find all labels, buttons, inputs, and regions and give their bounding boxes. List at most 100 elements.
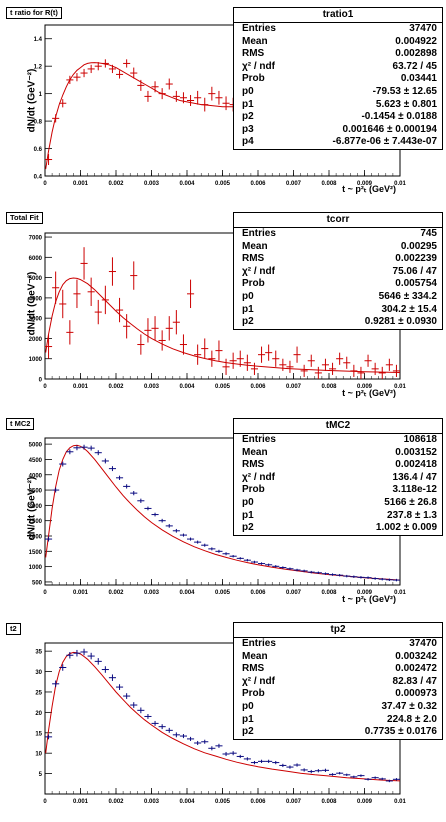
data-point (66, 75, 74, 85)
data-point (87, 652, 95, 660)
x-tick-label: 0.004 (179, 590, 195, 596)
y-tick-label: 15 (35, 731, 42, 737)
data-point (108, 466, 116, 472)
x-tick-label: 0.008 (321, 799, 337, 805)
stats-key: Entries (242, 638, 276, 649)
data-point (378, 366, 386, 379)
data-point (279, 566, 287, 569)
stats-value: 5646 ± 334.2 (378, 290, 437, 302)
y-tick-label: 3500 (29, 489, 43, 495)
data-point (250, 760, 258, 765)
stats-value: 37470 (409, 23, 437, 34)
x-tick-label: 0.008 (321, 590, 337, 596)
stats-row: Prob 0.000973 (234, 688, 442, 701)
stats-row: Prob 0.005754 (234, 278, 442, 291)
data-point (45, 334, 53, 359)
x-tick-label: 0.009 (357, 590, 373, 596)
stats-key: p1 (242, 98, 254, 110)
data-point (385, 578, 393, 582)
stats-key: p1 (242, 303, 254, 315)
data-point (179, 734, 187, 739)
data-point (258, 346, 266, 363)
data-point (194, 740, 202, 746)
x-tick-label: 0.006 (250, 799, 266, 805)
stats-row: Entries 37470 (234, 23, 442, 36)
data-point (179, 533, 187, 537)
stats-value: 0.002472 (395, 663, 437, 675)
data-point (101, 666, 109, 673)
data-point (187, 736, 195, 741)
chart-tp2: 0 0.001 0.002 0.003 0.004 0.005 0.006 0.007 0.00… (35, 642, 406, 805)
x-tick-label: 0.003 (144, 590, 160, 596)
x-tick-label: 0.001 (73, 590, 89, 596)
stats-key: χ² / ndf (242, 265, 275, 277)
x-tick-label: 0 (43, 181, 47, 187)
stats-key: RMS (242, 459, 265, 471)
data-point (52, 114, 60, 123)
x-tick-label: 0.009 (357, 181, 373, 187)
x-tick-label: 0.001 (73, 799, 89, 805)
stats-value: 0.003152 (395, 446, 437, 458)
data-point (52, 487, 60, 493)
data-point (357, 576, 365, 579)
data-point (336, 771, 344, 775)
y-tick-label: 1500 (29, 550, 43, 556)
stats-value: 0.00295 (400, 240, 437, 252)
stats-value: 0.005754 (395, 278, 437, 290)
data-point (116, 684, 124, 690)
data-point (45, 734, 53, 740)
data-point (314, 366, 322, 379)
data-point (314, 571, 322, 574)
data-point (101, 59, 109, 68)
data-point (87, 277, 95, 306)
y-tick-label: 0 (39, 378, 43, 384)
y-tick-label: 5 (39, 772, 43, 778)
data-point (229, 352, 237, 369)
stats-key: p0 (242, 496, 254, 508)
stats-value: 136.4 / 47 (392, 471, 437, 483)
x-tick-label: 0.002 (108, 799, 124, 805)
stats-box: tMC2 Entries 108618 Mean 0.003152 RMS 0.002… (233, 418, 443, 536)
panel-tp2: 0 0.001 0.002 0.003 0.004 0.005 0.006 0.007 0.00… (0, 615, 446, 820)
fit-curve (45, 651, 401, 782)
stats-row: Mean 0.00295 (234, 241, 442, 254)
data-point (236, 557, 244, 560)
data-point (108, 674, 116, 681)
data-point (179, 334, 187, 355)
y-axis-label: dN/dt (GeV⁻²) (26, 271, 38, 336)
data-point (158, 518, 166, 523)
y-tick-label: 5000 (29, 443, 43, 449)
data-point (208, 350, 216, 367)
data-point (329, 573, 337, 576)
data-point (293, 763, 301, 767)
data-point (321, 572, 329, 575)
stats-row: Prob 3.118e-12 (234, 484, 442, 497)
data-point (194, 90, 202, 105)
data-point (385, 779, 393, 783)
stats-row: RMS 0.002898 (234, 48, 442, 61)
data-point (201, 543, 209, 547)
stats-key: Prob (242, 278, 265, 290)
x-tick-label: 0.009 (357, 384, 373, 390)
stats-key: Prob (242, 688, 265, 700)
data-point (243, 757, 251, 761)
stats-row: p1 304.2 ± 15.4 (234, 304, 442, 317)
stats-key: Entries (242, 23, 276, 34)
data-point (222, 552, 230, 556)
data-point (350, 775, 358, 779)
y-tick-label: 5000 (29, 276, 43, 282)
data-point (286, 360, 294, 373)
data-point (307, 769, 315, 774)
stats-value: -0.1454 ± 0.0188 (361, 111, 437, 123)
x-tick-label: 0.01 (394, 384, 406, 390)
stats-row: p4 -6.877e-06 ± 7.443e-07 (234, 136, 442, 149)
stats-key: χ² / ndf (242, 675, 275, 687)
data-point (137, 334, 145, 355)
stats-value: 3.118e-12 (392, 484, 438, 496)
data-point (265, 759, 273, 763)
data-point (343, 773, 351, 777)
y-tick-label: 4000 (29, 473, 43, 479)
stats-row: RMS 0.002472 (234, 663, 442, 676)
stats-value: 0.7735 ± 0.0176 (364, 726, 437, 738)
y-tick-label: 6000 (29, 256, 43, 262)
